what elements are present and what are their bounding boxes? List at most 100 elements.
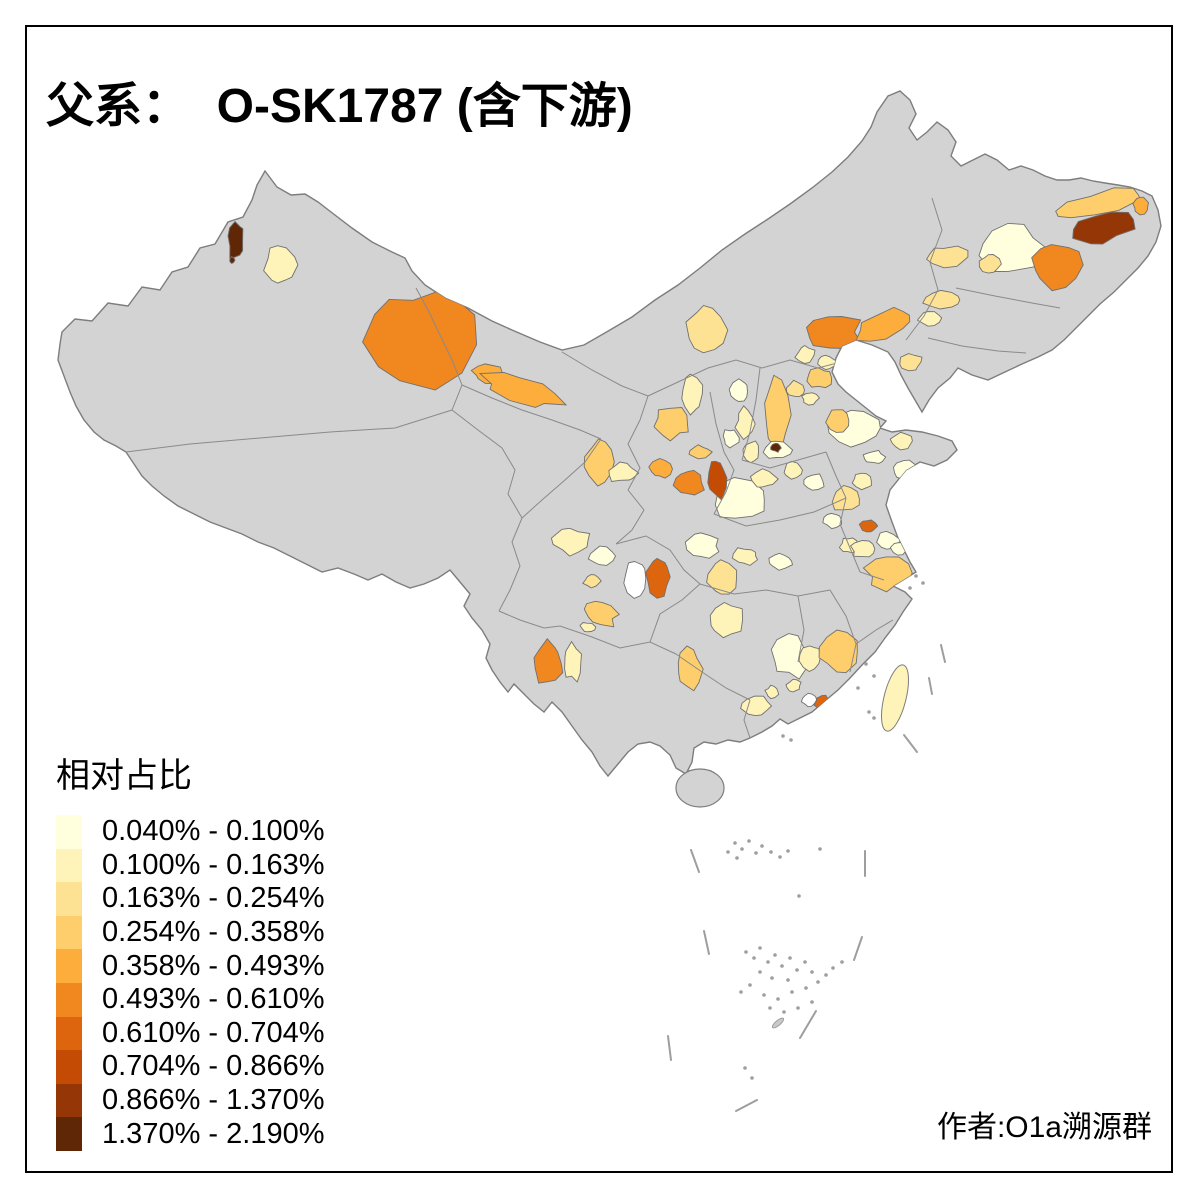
- prefecture-region: [681, 373, 704, 416]
- prefecture-region: [785, 678, 802, 693]
- prefecture-patches: [227, 187, 1149, 717]
- boundary-dash: [703, 930, 710, 955]
- prefecture-region: [478, 372, 568, 408]
- legend-label: 0.493% - 0.610%: [102, 983, 325, 1016]
- legend-item: 0.100% - 0.163%: [56, 848, 324, 883]
- prefecture-region: [794, 344, 816, 364]
- prefecture-region: [623, 561, 647, 599]
- small-island-dot: [810, 970, 814, 974]
- boundary-dash: [667, 1035, 672, 1061]
- small-island-dot: [762, 993, 766, 997]
- small-island-dot: [803, 960, 807, 964]
- prefecture-region: [685, 304, 729, 354]
- legend-swatch: [56, 915, 82, 950]
- legend-item: 1.370% - 2.190%: [56, 1117, 324, 1151]
- small-island-dot: [773, 953, 777, 957]
- small-island-dot: [748, 983, 752, 987]
- legend-item: 0.610% - 0.704%: [56, 1016, 324, 1051]
- small-island-dot: [770, 976, 774, 980]
- prefecture-region: [862, 449, 887, 464]
- prefecture-region: [855, 306, 911, 342]
- small-island-dot: [778, 855, 782, 859]
- legend-swatch: [56, 815, 82, 849]
- small-island-dot: [782, 1010, 786, 1014]
- small-island-dot: [766, 960, 770, 964]
- reef-island: [771, 1017, 785, 1029]
- legend-swatch: [56, 949, 82, 983]
- prefecture-region: [926, 245, 969, 269]
- small-island-dot: [789, 738, 793, 742]
- small-island-dot: [864, 662, 868, 666]
- small-island-dot: [824, 973, 828, 977]
- prefecture-region: [742, 440, 759, 464]
- small-island-dot: [796, 1006, 800, 1010]
- prefecture-region: [818, 629, 858, 674]
- province-borders: [125, 197, 1061, 739]
- small-island-dot: [795, 968, 799, 972]
- prefecture-region: [229, 255, 236, 265]
- small-island-dot: [750, 1076, 754, 1080]
- prefecture-region: [583, 438, 615, 487]
- boundary-dash: [903, 734, 918, 753]
- small-island-dot: [816, 980, 820, 984]
- prefecture-region: [648, 458, 673, 479]
- prefecture-region: [587, 545, 617, 566]
- legend-title: 相对占比: [56, 757, 192, 795]
- prefecture-region: [579, 622, 597, 633]
- legend-label: 1.370% - 2.190%: [102, 1117, 325, 1150]
- small-island-dot: [786, 978, 790, 982]
- small-island-dot: [726, 850, 730, 854]
- page-title: 父系： O-SK1787 (含下游): [46, 80, 633, 133]
- small-island-dot: [867, 710, 871, 714]
- prefecture-region: [825, 409, 850, 433]
- small-island-dot: [754, 851, 758, 855]
- small-island-dot: [790, 990, 794, 994]
- prefecture-region: [732, 547, 759, 566]
- small-island-dot: [872, 716, 876, 720]
- legend: 相对占比 0.040% - 0.100% 0.100% - 0.163% 0.163…: [56, 748, 324, 1151]
- small-island-dot: [788, 956, 792, 960]
- legend-item: 0.358% - 0.493%: [56, 949, 324, 983]
- small-island-dot: [733, 841, 737, 845]
- small-island-dot: [740, 847, 744, 851]
- small-island-dot: [776, 997, 780, 1001]
- prefecture-region: [822, 512, 842, 530]
- prefecture-region: [1031, 244, 1084, 292]
- prefecture-region: [803, 473, 825, 491]
- prefecture-region: [806, 367, 833, 389]
- prefecture-region: [922, 417, 943, 432]
- small-island-dot: [780, 964, 784, 968]
- small-island-dot: [908, 586, 912, 590]
- prefecture-region: [805, 316, 862, 349]
- small-island-dot: [840, 960, 844, 964]
- prefecture-region: [728, 378, 748, 402]
- boundary-dash: [853, 936, 863, 961]
- small-island-dot: [747, 839, 751, 843]
- taiwan-island: [881, 664, 909, 732]
- small-island-dot: [786, 849, 790, 853]
- legend-swatch: [56, 1016, 82, 1051]
- prefecture-region: [768, 552, 794, 571]
- prefecture-region: [749, 468, 779, 488]
- small-island-dot: [872, 674, 876, 678]
- small-island-dot: [752, 956, 756, 960]
- legend-label: 0.254% - 0.358%: [102, 916, 325, 949]
- prefecture-region: [817, 354, 839, 371]
- small-island-dot: [744, 950, 748, 954]
- prefecture-region: [916, 311, 943, 327]
- prefecture-region: [653, 407, 689, 442]
- prefecture-region: [722, 429, 740, 449]
- boundary-dash: [799, 1010, 817, 1039]
- prefecture-region: [688, 444, 713, 460]
- prefecture-region: [849, 540, 876, 558]
- small-island-dot: [743, 1066, 747, 1070]
- prefecture-region: [785, 379, 805, 398]
- legend-item: 0.040% - 0.100%: [56, 815, 324, 849]
- legend-label: 0.358% - 0.493%: [102, 949, 325, 982]
- prefecture-region: [684, 532, 720, 559]
- small-island-dot: [914, 574, 918, 578]
- prefecture-region: [783, 460, 803, 480]
- small-island-dot: [797, 894, 801, 898]
- small-island-dot: [818, 847, 822, 851]
- prefecture-region: [1055, 187, 1141, 219]
